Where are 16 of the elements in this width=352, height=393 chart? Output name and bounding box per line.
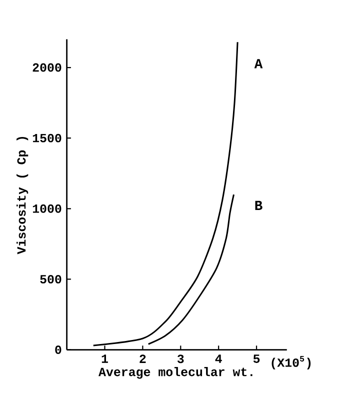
- y-tick-label: 0: [55, 346, 62, 354]
- x-tick-label: 3: [178, 354, 184, 364]
- x-tick-label: 5: [254, 354, 260, 363]
- y-axis-title: Viscosity ( Cp ): [16, 136, 28, 254]
- y-tick-label: 1500: [33, 134, 62, 142]
- text: (X10$^{5}$): [272, 356, 311, 370]
- x-tick-label: 4: [215, 354, 222, 363]
- y-tick-label: 2000: [32, 63, 62, 72]
- x-axis-title: Average molecular wt.: [98, 367, 252, 379]
- x-tick-label: 2: [140, 354, 146, 363]
- y-tick-label: 1000: [33, 204, 62, 213]
- line-series: [148, 194, 235, 345]
- series-label: B: [255, 200, 262, 210]
- x-tick-label: 1: [102, 354, 108, 363]
- y-tick-label: 500: [40, 274, 62, 284]
- series-label: A: [254, 59, 263, 68]
